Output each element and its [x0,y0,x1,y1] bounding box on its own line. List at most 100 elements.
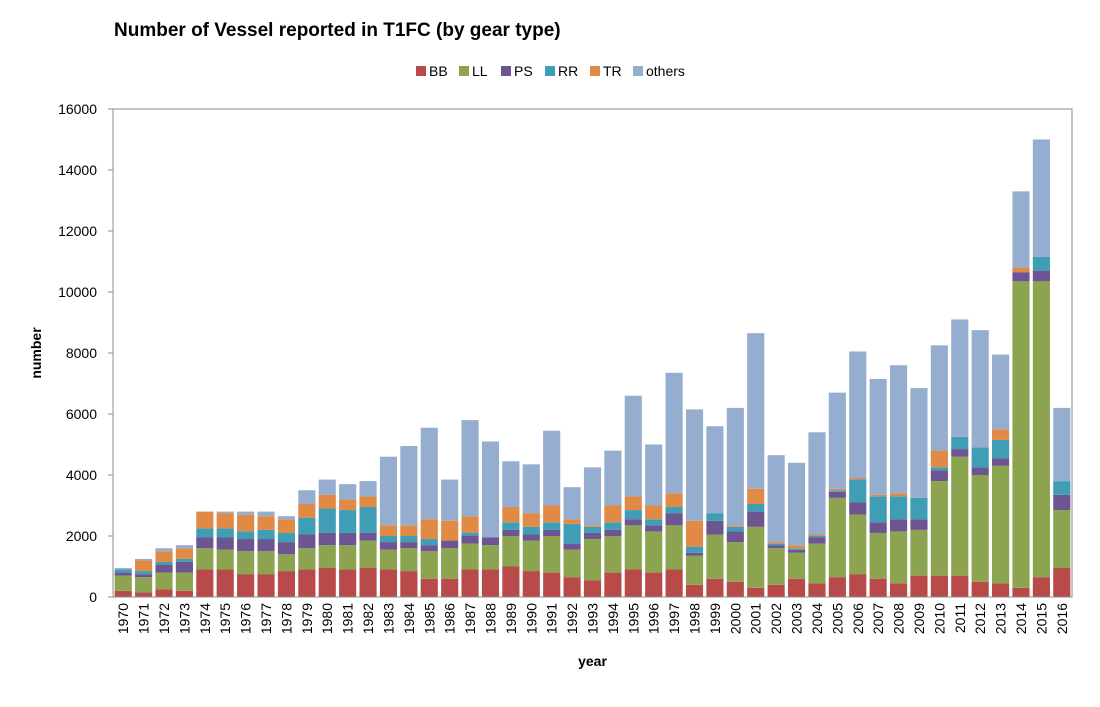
bar-segment-ll [726,542,744,582]
bar-segment-rr [400,536,418,543]
bar-segment-rr [420,539,438,546]
bar-segment-ll [441,548,459,579]
bar-segment-rr [849,479,867,503]
bar-segment-others [889,365,908,494]
bar-segment-rr [522,526,540,535]
bar-segment-others [461,420,479,517]
x-tick-label: 1992 [564,603,580,634]
bar-segment-bb [951,575,969,597]
bar-segment-ll [992,465,1010,584]
x-tick-label: 1993 [585,603,601,634]
bar-segment-ps [1012,272,1030,282]
bar-segment-bb [135,592,153,597]
bar-segment-others [767,455,785,543]
bar-segment-ll [624,525,642,570]
x-tick-label: 2016 [1054,603,1070,634]
y-tick-label: 2000 [66,528,97,544]
bar-segment-others [318,479,336,495]
bar-segment-others [400,446,418,526]
bar-segment-bb [992,583,1010,597]
bar-segment-ps [502,529,520,536]
bar-segment-bb [849,574,867,597]
bar-segment-bb [971,581,989,597]
legend-label-bb: BB [429,63,448,79]
bar-segment-ps [665,513,683,526]
bar-segment-rr [665,507,683,514]
bar-segment-ll [583,539,602,581]
bar-segment-others [1053,407,1071,482]
legend-label-ps: PS [514,63,533,79]
bar-segment-tr [441,520,459,541]
bar-segment-others [1012,191,1030,268]
bar-segment-bb [339,569,357,597]
bar-segment-others [155,548,173,552]
bar-segment-ps [196,537,214,549]
bar-segment-ll [1032,281,1050,578]
bar-segment-rr [808,536,826,538]
bar-segment-others [787,462,806,546]
legend-label-others: others [646,63,685,79]
bar-segment-bb [767,584,785,597]
bar-segment-tr [298,503,316,518]
y-tick-label: 10000 [58,284,97,300]
bar-segment-ps [298,534,316,549]
bar-segment-tr [930,450,948,468]
bar-segment-bb [665,569,683,597]
bar-segment-ps [522,534,540,541]
bar-segment-others [237,511,255,515]
y-tick-label: 6000 [66,406,97,422]
bar-segment-tr [543,505,561,523]
bar-segment-tr [339,499,357,511]
bar-segment-ps [685,552,704,556]
bar-segment-tr [359,496,377,508]
bar-segment-rr [951,436,969,450]
bar-segment-tr [318,494,336,509]
x-tick-label: 1989 [503,603,519,634]
bar-segment-ps [645,525,663,532]
bar-segment-ll [849,514,867,575]
x-tick-label: 1974 [197,603,213,634]
bar-segment-ll [1053,510,1071,569]
bar-segment-others [543,430,561,506]
bar-segment-ps [1053,494,1071,511]
y-tick-label: 16000 [58,101,97,117]
bar-segment-others [481,441,500,538]
bar-segment-tr [196,511,214,529]
bar-segment-others [298,490,316,504]
bar-segment-ps [175,561,193,573]
bar-segment-ps [808,537,826,544]
bar-segment-tr [400,525,418,536]
bar-segment-tr [747,488,765,504]
bar-segment-rr [175,558,193,562]
bar-segment-ll [155,572,173,590]
bar-segment-others [624,395,642,497]
bar-segment-tr [889,493,908,497]
bar-segment-rr [277,532,296,543]
x-tick-label: 2012 [972,603,988,634]
x-tick-label: 1996 [646,603,662,634]
bar-segment-bb [624,569,642,597]
bar-segment-bb [155,589,173,597]
bar-segment-others [216,511,234,514]
bar-segment-tr [583,525,602,527]
bar-segment-ps [400,542,418,549]
legend-swatch-ll [459,66,469,76]
x-tick-label: 2006 [850,603,866,634]
bar-segment-ps [726,531,744,543]
bar-segment-bb [1053,568,1071,597]
bar-segment-bb [726,581,744,597]
bar-segment-bb [359,568,377,597]
bar-segment-others [951,319,969,437]
bar-segment-ll [379,549,398,570]
bar-segment-ll [665,525,683,570]
bar-segment-others [808,432,826,535]
bar-segment-ll [400,548,418,572]
bar-segment-others [910,388,928,498]
x-tick-label: 1980 [319,603,335,634]
bar-segment-ps [767,545,785,549]
bar-segment-ll [114,575,132,591]
legend-swatch-tr [590,66,600,76]
bar-segment-bb [543,572,561,597]
x-tick-label: 1994 [605,603,621,634]
bar-segment-tr [135,560,153,572]
